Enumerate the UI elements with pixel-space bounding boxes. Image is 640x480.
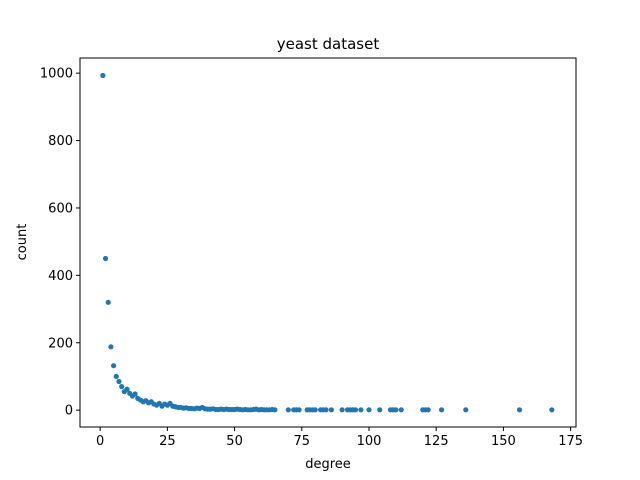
data-point	[113, 373, 119, 380]
data-point	[398, 407, 404, 413]
data-point	[366, 407, 372, 413]
data-point	[516, 407, 523, 413]
data-point	[549, 407, 555, 413]
y-tick-label: 200	[48, 336, 73, 351]
x-tick-label: 150	[491, 434, 516, 449]
data-point	[463, 407, 469, 413]
x-axis-label: degree	[305, 457, 351, 472]
data-point	[425, 407, 431, 413]
x-tick-label: 25	[159, 434, 176, 449]
data-point	[358, 407, 364, 413]
data-point	[272, 407, 278, 413]
data-point	[124, 386, 130, 392]
data-point	[323, 407, 329, 413]
y-tick-label: 1000	[40, 67, 73, 82]
y-tick-label: 0	[65, 404, 73, 419]
y-tick-label: 400	[48, 269, 73, 284]
x-tick-label: 125	[424, 434, 449, 449]
data-point	[438, 407, 445, 413]
chart-title: yeast dataset	[277, 35, 380, 53]
data-point	[102, 255, 109, 262]
data-point	[328, 407, 334, 413]
y-tick-label: 800	[48, 134, 73, 149]
data-point	[108, 344, 114, 350]
y-axis-ticks: 0 200 400 600 800 1000	[40, 67, 80, 419]
y-axis-label: count	[15, 224, 30, 261]
data-point	[111, 363, 117, 369]
axes-frame	[79, 57, 577, 428]
x-tick-label: 50	[226, 434, 243, 449]
plot-area	[79, 57, 577, 428]
data-point	[105, 299, 111, 305]
x-tick-label: 0	[96, 434, 104, 449]
data-point	[116, 378, 122, 385]
data-point	[132, 391, 138, 397]
x-tick-label: 75	[294, 434, 311, 449]
data-points	[100, 72, 555, 413]
data-point	[119, 383, 125, 390]
x-axis-ticks: 0 25 50 75 100 125 150 175	[96, 427, 583, 449]
y-tick-label: 600	[48, 201, 73, 216]
data-point	[296, 407, 302, 413]
data-point	[377, 407, 383, 413]
data-point	[339, 407, 345, 413]
data-point	[352, 407, 359, 413]
data-point	[393, 407, 399, 413]
data-point	[100, 72, 106, 79]
data-point	[285, 407, 291, 413]
data-point	[312, 407, 318, 413]
x-tick-label: 100	[357, 434, 382, 449]
x-tick-label: 175	[558, 434, 583, 449]
